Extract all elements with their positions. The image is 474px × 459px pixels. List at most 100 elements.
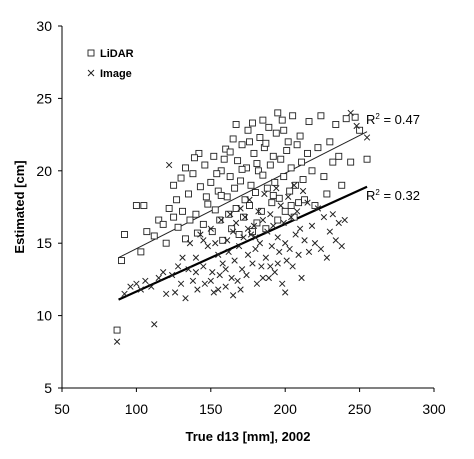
lidar-point <box>196 183 204 191</box>
image-point <box>282 240 289 247</box>
lidar-point <box>217 191 225 199</box>
legend: LiDAR Image <box>87 48 134 80</box>
lidar-point <box>314 144 322 152</box>
lidar-point <box>179 207 186 215</box>
image-point <box>174 263 182 270</box>
lidar-point <box>259 171 267 179</box>
image-point <box>234 277 241 285</box>
image-point <box>204 242 211 250</box>
lidar-point <box>192 210 200 218</box>
lidar-point <box>275 194 283 202</box>
x-tick-label: 250 <box>348 401 372 417</box>
lidar-point <box>143 228 151 236</box>
lidar-point <box>286 187 294 195</box>
image-point <box>261 190 268 198</box>
image-point <box>320 213 328 221</box>
image-point <box>231 257 238 264</box>
y-tick-label: 15 <box>36 235 52 251</box>
y-axis-ticks: 5 10 15 20 25 30 <box>36 18 62 396</box>
lidar-point <box>296 132 304 140</box>
image-point <box>209 269 216 276</box>
lidar-point <box>332 121 340 128</box>
lidar-point <box>329 158 337 166</box>
lidar-point <box>170 181 178 189</box>
lidar-point <box>174 223 182 231</box>
legend-image-marker <box>87 69 95 77</box>
lidar-point <box>272 129 280 137</box>
image-point <box>232 219 240 227</box>
lidar-point <box>220 155 228 163</box>
x-tick-label: 200 <box>274 401 298 417</box>
image-point <box>201 280 209 287</box>
lidar-point <box>159 220 167 228</box>
image-point <box>185 266 192 273</box>
lidar-point <box>305 118 313 126</box>
image-point <box>226 211 234 218</box>
y-tick-label: 30 <box>36 18 52 34</box>
lidar-point <box>185 190 192 198</box>
lidar-point <box>150 232 158 240</box>
lidar-point <box>238 165 246 173</box>
image-point <box>264 228 271 235</box>
lidar-point <box>235 231 243 238</box>
image-point <box>171 289 179 296</box>
lidar-point <box>256 134 264 141</box>
image-point <box>212 240 219 247</box>
lidar-point <box>274 216 282 224</box>
image-point <box>290 182 298 189</box>
lidar-point <box>293 141 301 149</box>
image-point <box>363 134 371 141</box>
image-point <box>194 286 201 293</box>
lidar-point <box>210 152 218 160</box>
image-point <box>253 280 261 287</box>
image-point <box>280 219 287 227</box>
image-point <box>250 222 258 229</box>
lidar-point <box>292 181 300 189</box>
image-point <box>301 237 308 244</box>
lidar-point <box>202 193 210 201</box>
image-point <box>285 193 292 201</box>
legend-lidar-label: LiDAR <box>100 48 134 60</box>
image-point <box>113 338 121 345</box>
image-point <box>258 263 265 270</box>
lidar-point <box>229 135 237 143</box>
lidar-point <box>281 207 289 215</box>
image-point <box>338 242 345 250</box>
lidar-point <box>251 189 259 196</box>
image-trendline <box>118 185 368 301</box>
image-point <box>165 161 173 169</box>
image-point <box>121 290 128 298</box>
image-point <box>277 202 284 209</box>
x-tick-label: 150 <box>199 401 223 417</box>
lidar-point <box>165 204 173 212</box>
lidar-point <box>259 116 267 124</box>
lidar-point <box>299 176 307 183</box>
lidar-point <box>274 109 282 117</box>
lidar-point <box>262 225 270 233</box>
image-point <box>160 269 167 276</box>
lidar-point <box>211 206 219 214</box>
lidar-point <box>335 152 343 160</box>
lidar-point <box>287 164 295 172</box>
trendlines <box>118 131 368 301</box>
lidar-point <box>269 152 277 160</box>
lidar-point <box>193 229 201 237</box>
image-point <box>207 225 214 232</box>
lidar-point <box>137 248 145 256</box>
x-axis-ticks: 50 100 150 200 250 300 <box>54 388 446 417</box>
image-point <box>127 283 134 290</box>
image-point <box>259 274 267 282</box>
image-point <box>292 231 299 238</box>
lidar-point <box>240 213 247 221</box>
image-point <box>311 240 319 247</box>
lidar-point <box>244 126 252 134</box>
image-point <box>243 271 250 279</box>
lidar-point <box>323 190 331 198</box>
lidar-point <box>308 167 316 175</box>
image-point <box>256 240 264 247</box>
image-point <box>353 122 360 130</box>
image-point <box>341 216 348 224</box>
image-points <box>113 109 371 345</box>
image-point <box>224 237 231 244</box>
lidar-point <box>213 170 221 178</box>
